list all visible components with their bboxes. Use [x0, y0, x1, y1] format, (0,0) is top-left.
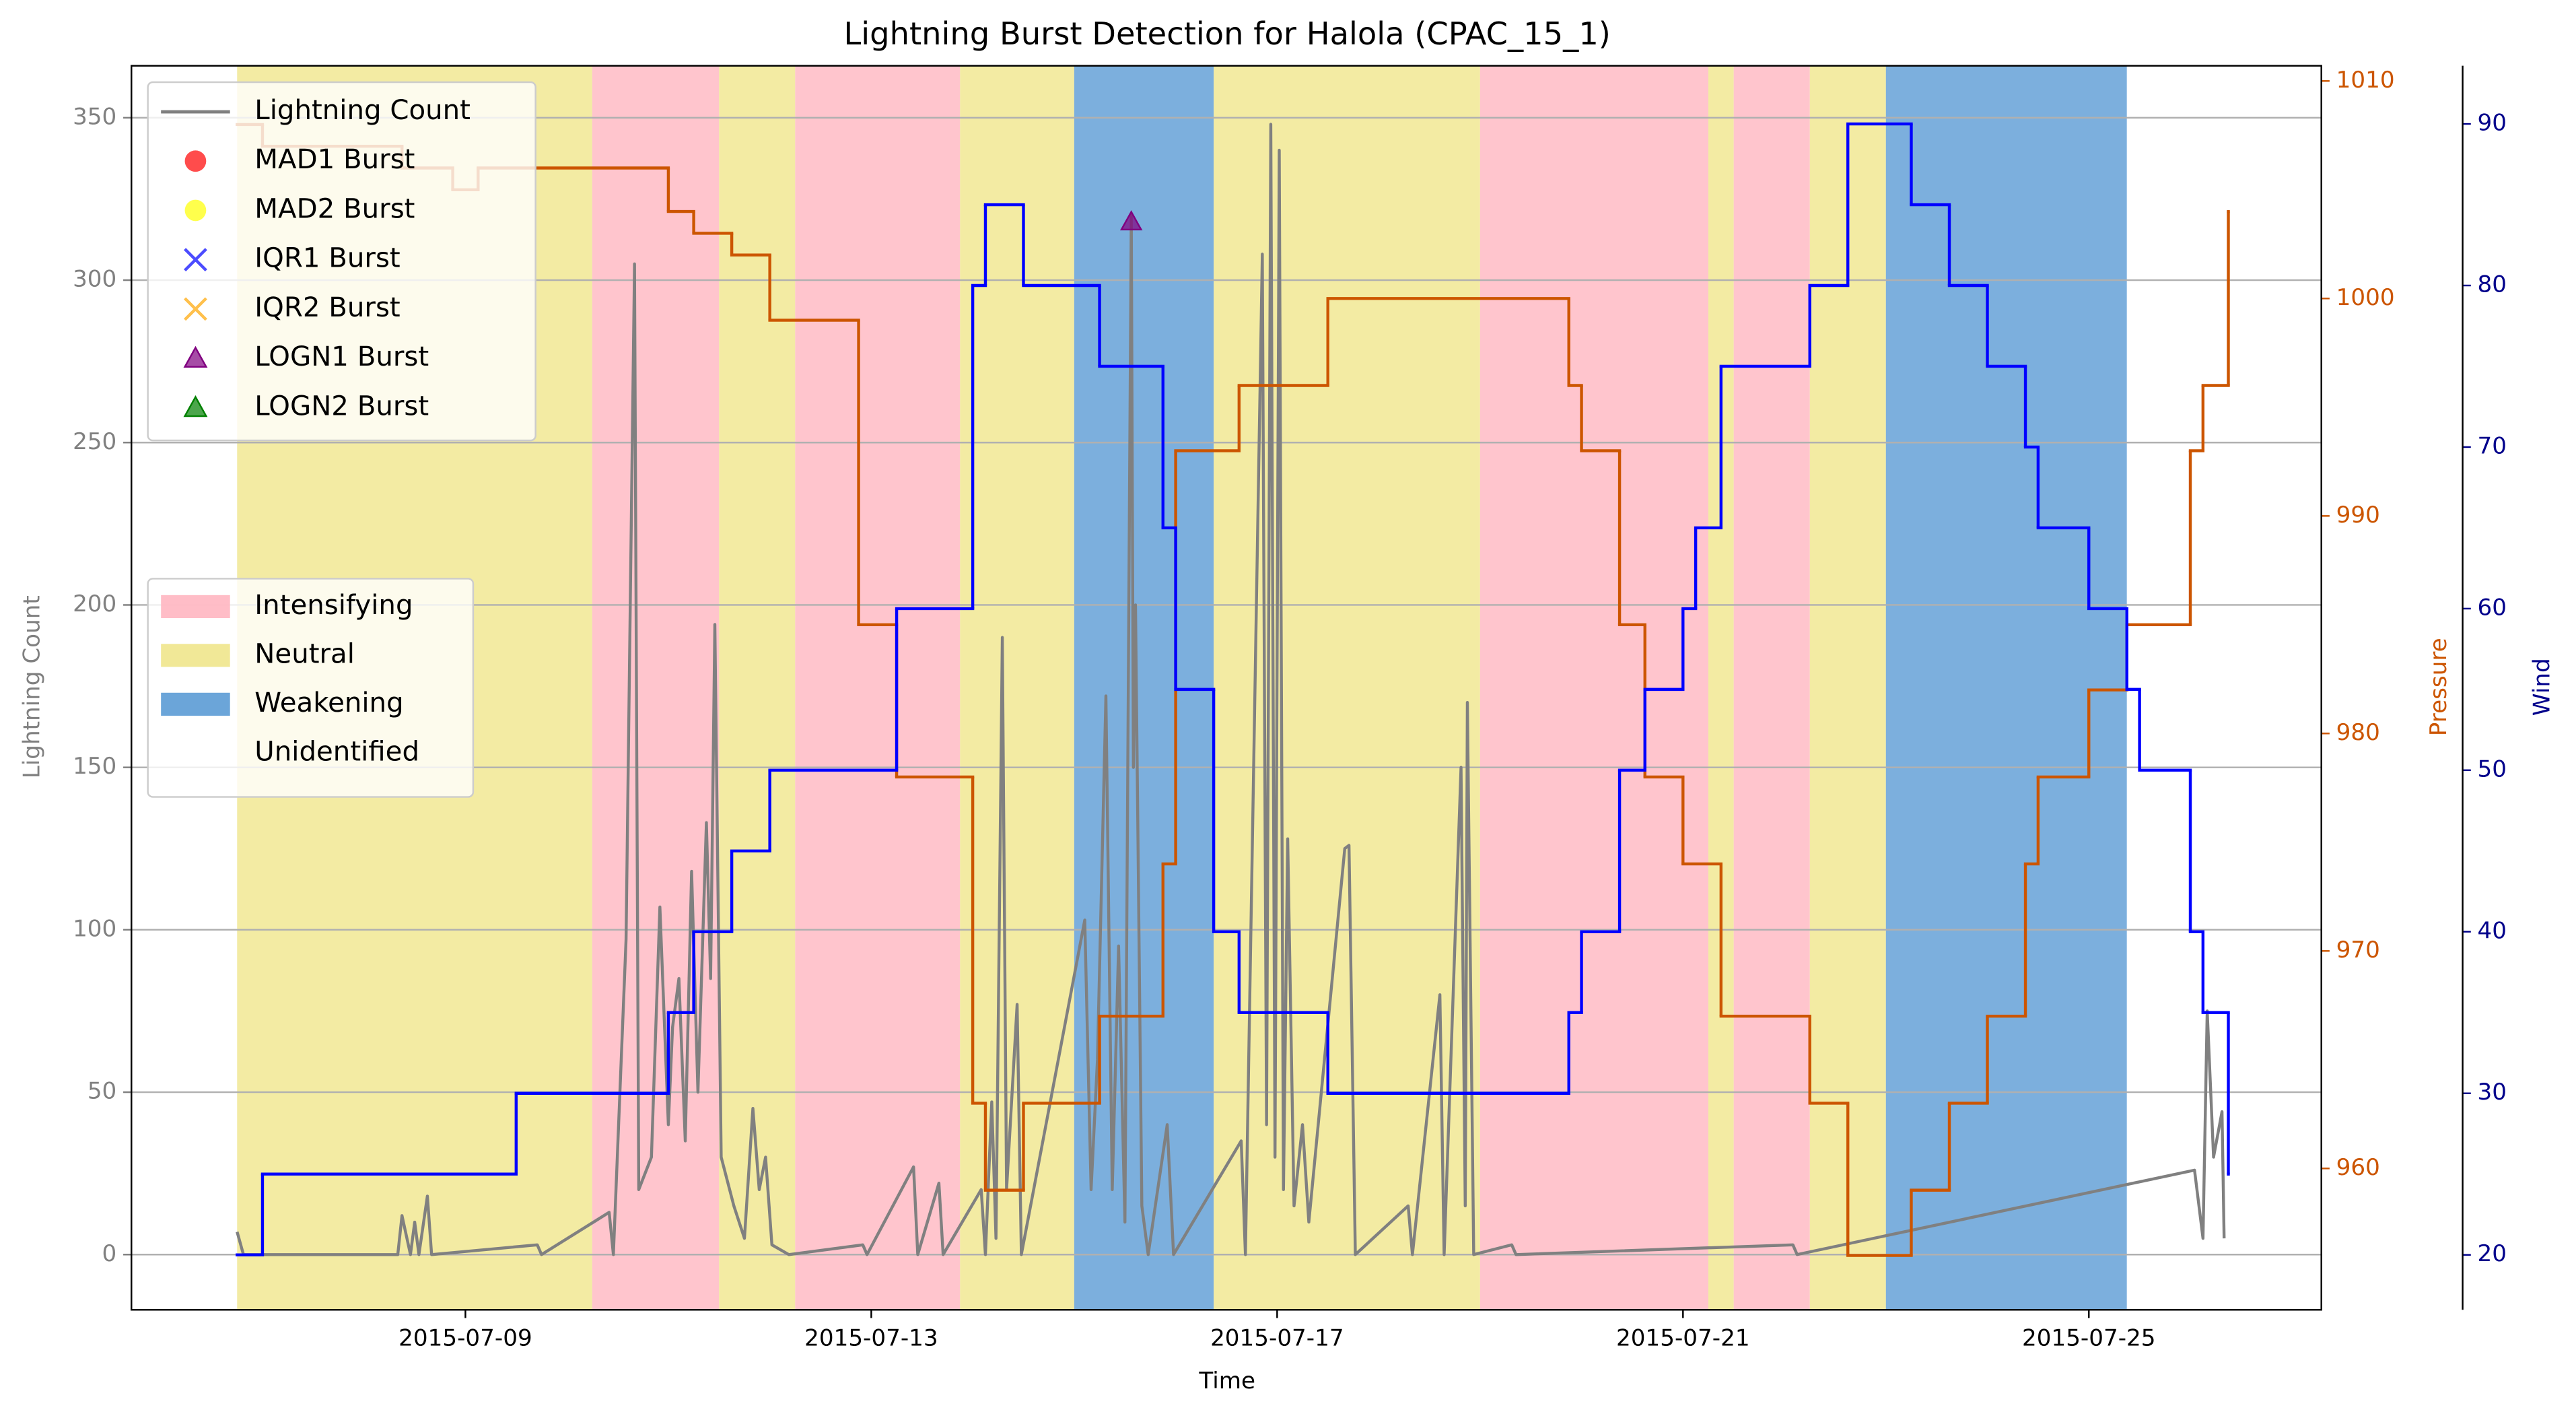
phase-span [719, 65, 796, 1310]
legend-label: LOGN1 Burst [254, 341, 429, 372]
legend-label: Neutral [254, 638, 355, 669]
legend-label: LOGN2 Burst [254, 391, 429, 422]
legend-swatch [161, 692, 230, 716]
plot-marks [236, 122, 2230, 1257]
x-tick-label: 2015-07-09 [398, 1325, 532, 1352]
legend-marker [184, 199, 207, 222]
x-axis-title: Time [1198, 1368, 1255, 1394]
x-tick-label: 2015-07-13 [804, 1325, 938, 1352]
y3-tick-label: 60 [2478, 594, 2507, 621]
y2-axis-title: Pressure [2425, 638, 2452, 736]
y2-tick-label: 1010 [2336, 67, 2395, 94]
legend-label: MAD1 Burst [254, 144, 415, 175]
y3-tick-label: 70 [2478, 432, 2507, 459]
chart-title: Lightning Burst Detection for Halola (CP… [843, 15, 1610, 52]
y3-tick-label: 50 [2478, 755, 2507, 782]
phase-span [592, 65, 720, 1310]
legend-marker [183, 345, 208, 368]
legend-label: Lightning Count [254, 95, 471, 126]
phase-span [1480, 65, 1708, 1310]
y-tick-label: 150 [73, 753, 116, 780]
y-tick-label: 300 [73, 266, 116, 293]
legend-label: Intensifying [254, 590, 413, 621]
burst-marker [1119, 210, 1143, 231]
y-tick-label: 350 [73, 103, 116, 130]
legend-marker [184, 248, 207, 272]
x-tick-label: 2015-07-17 [1210, 1325, 1344, 1352]
legend-box [147, 81, 536, 442]
legend-swatch [161, 741, 230, 765]
y2-tick-label: 960 [2336, 1154, 2380, 1181]
y3-tick-label: 20 [2478, 1240, 2507, 1267]
x-tick-label: 2015-07-25 [2022, 1325, 2156, 1352]
legend-label: Weakening [254, 687, 403, 718]
phase-span [960, 65, 1074, 1310]
y3-tick-label: 90 [2478, 110, 2507, 137]
y2-tick-label: 990 [2336, 502, 2380, 529]
y3-tick-label: 40 [2478, 917, 2507, 944]
axes: 0 50 100 150 200 250 300 350 960 970 980 990 1000 101… [73, 65, 2507, 1352]
legends: Lightning Count MAD1 Burst MAD2 Burst IQR1 … [147, 81, 536, 798]
phase-span [1733, 65, 1810, 1310]
legend-label: Unidentified [254, 736, 419, 767]
y2-tick-label: 970 [2336, 937, 2380, 964]
y3-axis-title: Wind [2529, 658, 2556, 716]
y2-tick-label: 1000 [2336, 284, 2395, 311]
x-tick-label: 2015-07-21 [1616, 1325, 1750, 1352]
legend-label: IQR1 Burst [254, 243, 400, 274]
legend-marker [183, 395, 208, 417]
y-tick-label: 200 [73, 591, 116, 617]
legend-marker [184, 150, 207, 172]
phase-span [1214, 65, 1480, 1310]
y-tick-label: 100 [73, 915, 116, 942]
phase-span [795, 65, 961, 1310]
legend-marker [184, 297, 207, 321]
plot-frame [131, 65, 2322, 1311]
y-axis-title: Lightning Count [18, 595, 45, 778]
y2-tick-label: 980 [2336, 719, 2380, 746]
series-line [236, 123, 2226, 1256]
phase-span [1885, 65, 2127, 1310]
y3-tick-label: 30 [2478, 1079, 2507, 1106]
y3-tick-label: 80 [2478, 271, 2507, 298]
legend-swatch [161, 595, 230, 618]
y-tick-label: 250 [73, 428, 116, 455]
legend-label: IQR2 Burst [254, 292, 400, 323]
phase-span [1708, 65, 1734, 1310]
legend-swatch [161, 644, 230, 667]
legend-label: MAD2 Burst [254, 193, 415, 224]
y-tick-label: 0 [102, 1240, 117, 1267]
y-tick-label: 50 [88, 1078, 116, 1105]
